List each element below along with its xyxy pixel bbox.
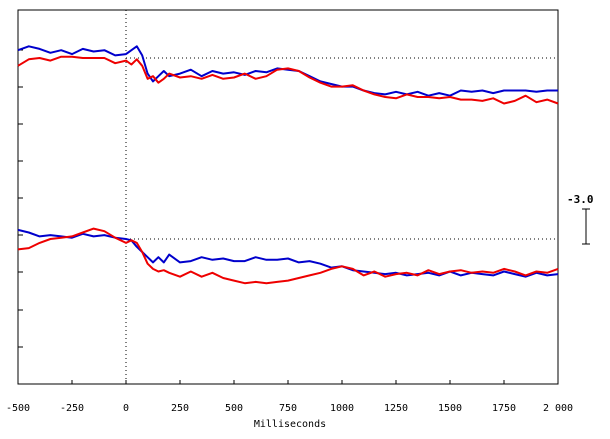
- x-tick-label-0: -500: [6, 403, 30, 414]
- x-tick-label-8: 1500: [438, 403, 462, 414]
- x-tick-label-4: 500: [225, 403, 243, 414]
- x-tick-label-10: 2 000: [543, 403, 573, 414]
- x-tick-label-6: 1000: [330, 403, 354, 414]
- upper-series-0: [17, 45, 558, 97]
- x-tick-label-1: -250: [60, 403, 84, 414]
- x-tick-label-5: 750: [279, 403, 297, 414]
- baselines: [126, 57, 558, 240]
- x-tick-label-7: 1250: [384, 403, 408, 414]
- x-tick-label-2: 0: [123, 403, 129, 414]
- lower-series-0: [17, 228, 559, 278]
- scale-bar: -3.0: [567, 193, 594, 245]
- x-tick-label-9: 1750: [492, 403, 516, 414]
- scale-bar-label: -3.0: [567, 193, 594, 206]
- series-layer: [17, 45, 559, 285]
- y-ticks: [18, 49, 23, 348]
- plot-frame: [17, 9, 559, 385]
- x-tick-label-3: 250: [171, 403, 189, 414]
- upper-series-1: [17, 55, 559, 105]
- x-axis: -500 -250 0 250 500 750 1000 1250 1500 1750 2 000: [6, 380, 573, 414]
- x-axis-title: Milliseconds: [254, 419, 326, 430]
- lower-series-1: [17, 227, 559, 285]
